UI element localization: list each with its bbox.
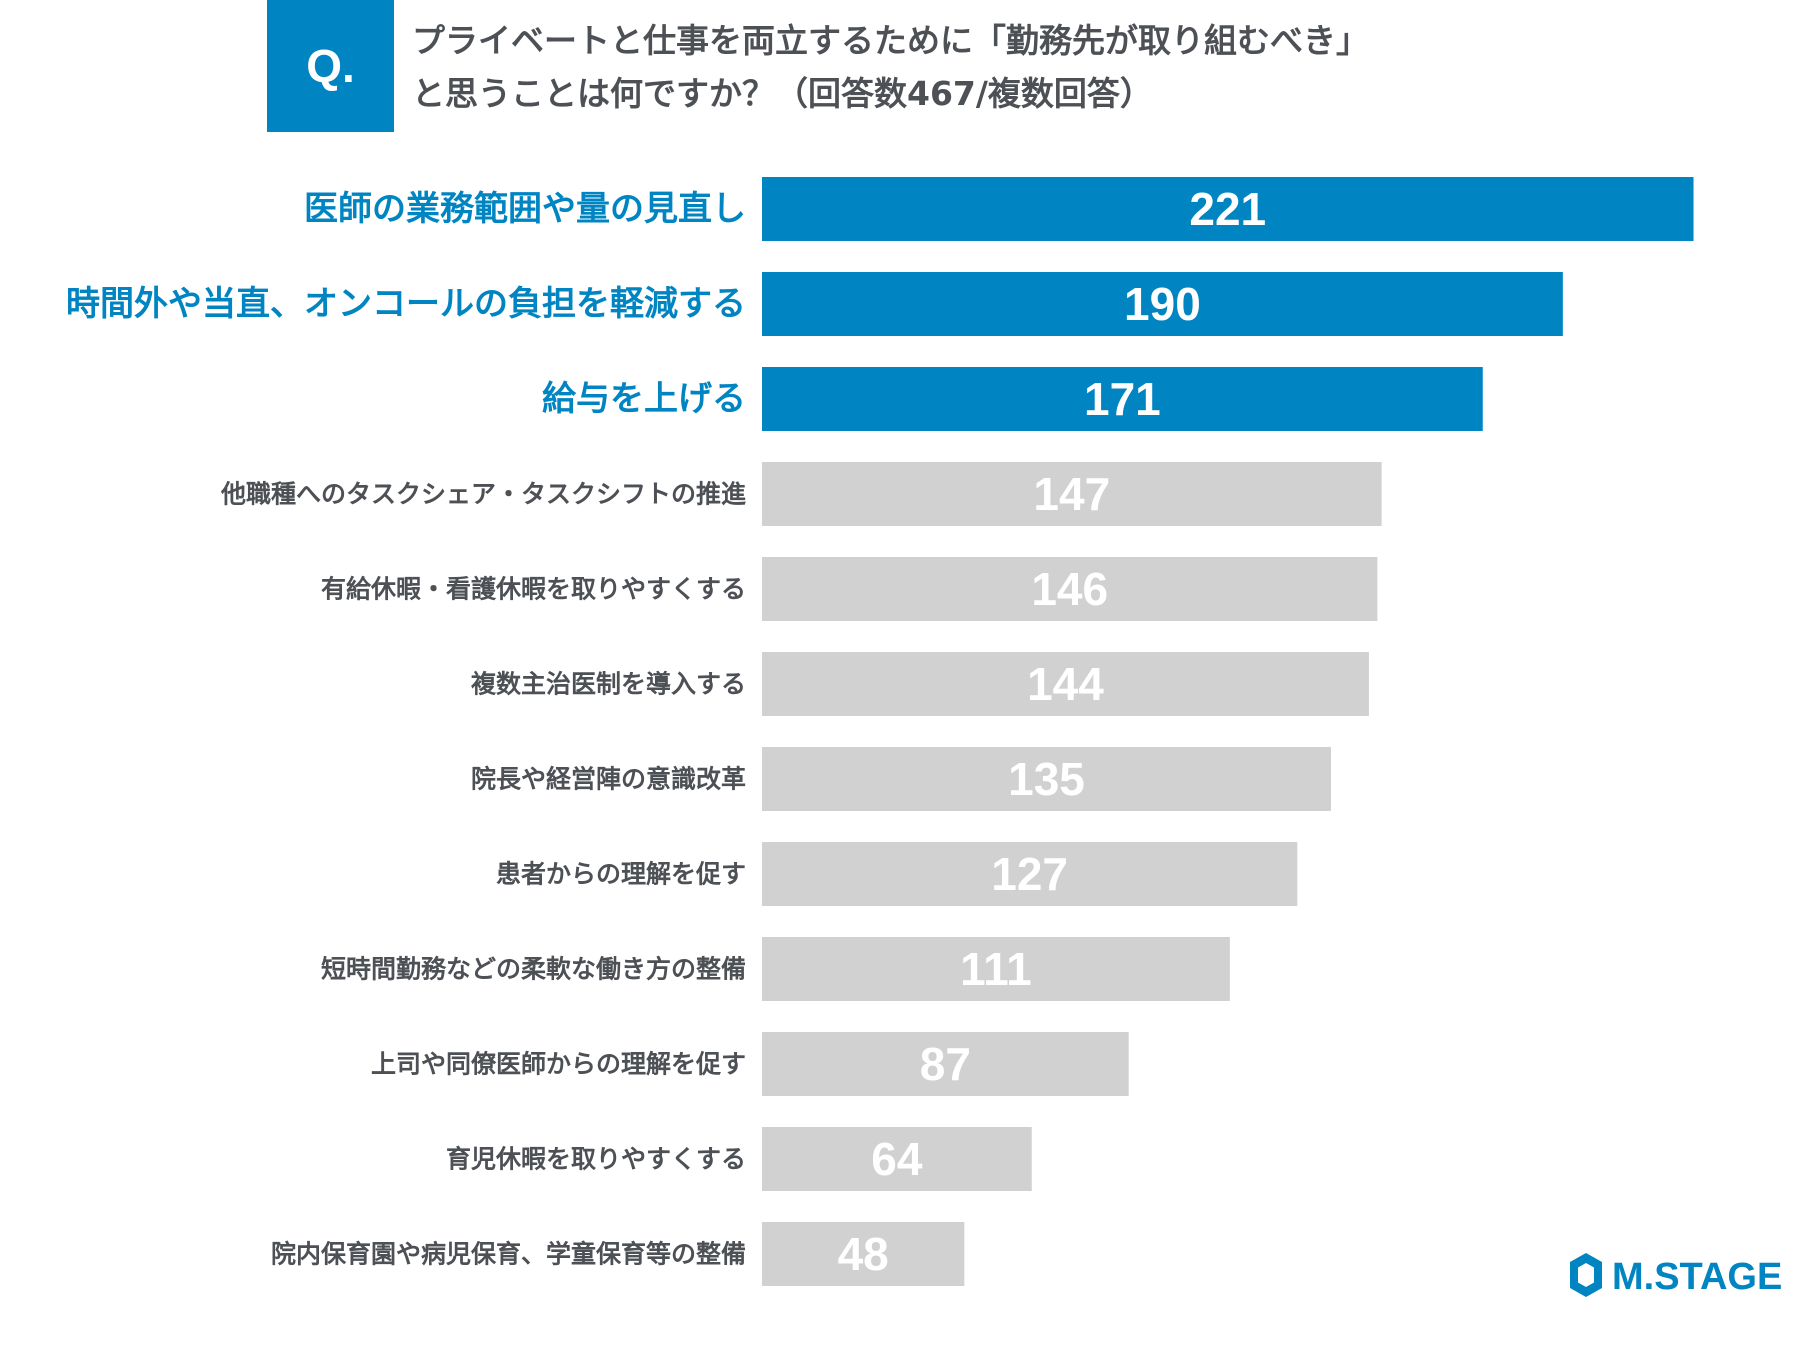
bar-value-8: 127 bbox=[991, 848, 1068, 900]
category-label-8: 患者からの理解を促す bbox=[496, 860, 746, 889]
category-label-3: 給与を上げる bbox=[542, 379, 746, 419]
bar-value-12: 48 bbox=[838, 1228, 889, 1280]
category-label-2: 時間外や当直、オンコールの負担を軽減する bbox=[66, 284, 746, 324]
category-label-9: 短時間勤務などの柔軟な働き方の整備 bbox=[321, 955, 746, 984]
question-line-1: プライベートと仕事を両立するために「勤務先が取り組むべき」 bbox=[412, 21, 1369, 60]
category-label-1: 医師の業務範囲や量の見直し bbox=[304, 189, 746, 229]
bar-5 bbox=[762, 557, 1378, 621]
bar-3 bbox=[762, 367, 1483, 431]
logo-text: M.STAGE bbox=[1612, 1256, 1782, 1298]
bar-7 bbox=[762, 747, 1332, 811]
bar-value-9: 111 bbox=[960, 943, 1032, 995]
mstage-logo: M.STAGE bbox=[1570, 1253, 1782, 1298]
bar-9 bbox=[762, 937, 1230, 1001]
bar-1 bbox=[762, 177, 1694, 241]
bar-4 bbox=[762, 462, 1382, 526]
bar-value-2: 190 bbox=[1124, 278, 1201, 330]
bar-value-10: 87 bbox=[920, 1038, 971, 1090]
bar-value-1: 221 bbox=[1189, 183, 1266, 235]
category-label-10: 上司や同僚医師からの理解を促す bbox=[371, 1050, 746, 1079]
bar-value-7: 135 bbox=[1008, 753, 1085, 805]
bar-6 bbox=[762, 652, 1369, 716]
category-label-11: 育児休暇を取りやすくする bbox=[446, 1145, 746, 1174]
category-label-12: 院内保育園や病児保育、学童保育等の整備 bbox=[271, 1240, 746, 1269]
bar-value-11: 64 bbox=[871, 1133, 923, 1185]
bar-2 bbox=[762, 272, 1563, 336]
bar-8 bbox=[762, 842, 1298, 906]
question-line-2: と思うことは何ですか？（回答数467/複数回答） bbox=[412, 74, 1153, 113]
bar-12 bbox=[762, 1222, 965, 1286]
hexagon-logo-icon bbox=[1570, 1253, 1602, 1297]
category-label-7: 院長や経営陣の意識改革 bbox=[471, 765, 746, 794]
bar-value-6: 144 bbox=[1027, 658, 1104, 710]
bar-11 bbox=[762, 1127, 1032, 1191]
category-label-6: 複数主治医制を導入する bbox=[471, 670, 746, 699]
bar-value-5: 146 bbox=[1031, 563, 1108, 615]
category-label-4: 他職種へのタスクシェア・タスクシフトの推進 bbox=[220, 480, 746, 509]
bar-value-3: 171 bbox=[1084, 373, 1161, 425]
question-badge: Q. bbox=[267, 0, 394, 132]
bar-value-4: 147 bbox=[1033, 468, 1110, 520]
bar-10 bbox=[762, 1032, 1129, 1096]
question-text: プライベートと仕事を両立するために「勤務先が取り組むべき」 と思うことは何ですか… bbox=[412, 14, 1562, 120]
category-label-5: 有給休暇・看護休暇を取りやすくする bbox=[321, 575, 746, 604]
